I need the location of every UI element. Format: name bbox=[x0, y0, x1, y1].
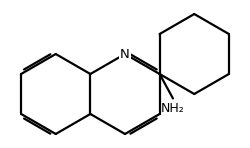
Text: NH₂: NH₂ bbox=[161, 102, 185, 115]
Text: N: N bbox=[120, 48, 130, 61]
